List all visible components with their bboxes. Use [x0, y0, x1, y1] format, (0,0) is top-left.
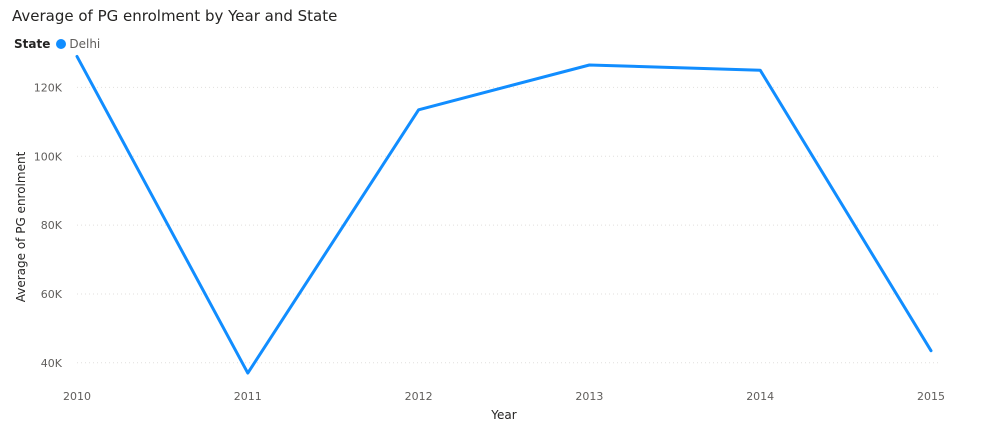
- x-tick-label: 2014: [746, 390, 774, 403]
- data-point[interactable]: [754, 64, 766, 76]
- x-tick-label: 2011: [234, 390, 262, 403]
- y-tick-label: 40K: [41, 357, 63, 370]
- series-line-delhi[interactable]: [75, 54, 933, 375]
- x-axis-ticks: 2010 2011 2012 2013 2014 2015: [63, 390, 945, 403]
- legend: State Delhi: [14, 37, 100, 51]
- x-axis-title: Year: [490, 408, 516, 422]
- data-point[interactable]: [242, 367, 254, 379]
- x-tick-label: 2012: [405, 390, 433, 403]
- chart-title: Average of PG enrolment by Year and Stat…: [12, 7, 338, 25]
- y-tick-label: 120K: [34, 81, 63, 94]
- legend-marker-delhi: [56, 39, 67, 49]
- data-point[interactable]: [413, 104, 425, 116]
- data-point[interactable]: [583, 59, 595, 71]
- x-tick-label: 2015: [917, 390, 945, 403]
- y-tick-label: 60K: [41, 288, 63, 301]
- x-tick-label: 2013: [575, 390, 603, 403]
- legend-title: State: [14, 37, 51, 51]
- y-axis-ticks: 40K 60K 80K 100K 120K: [34, 81, 63, 369]
- y-tick-label: 80K: [41, 219, 63, 232]
- y-tick-label: 100K: [34, 150, 63, 163]
- legend-label-delhi[interactable]: Delhi: [69, 37, 101, 51]
- series-layer: [71, 50, 937, 379]
- data-point[interactable]: [71, 50, 83, 62]
- data-point[interactable]: [925, 345, 937, 357]
- gridlines: [77, 86, 938, 364]
- y-axis-title: Average of PG enrolment: [14, 151, 28, 302]
- x-tick-label: 2010: [63, 390, 91, 403]
